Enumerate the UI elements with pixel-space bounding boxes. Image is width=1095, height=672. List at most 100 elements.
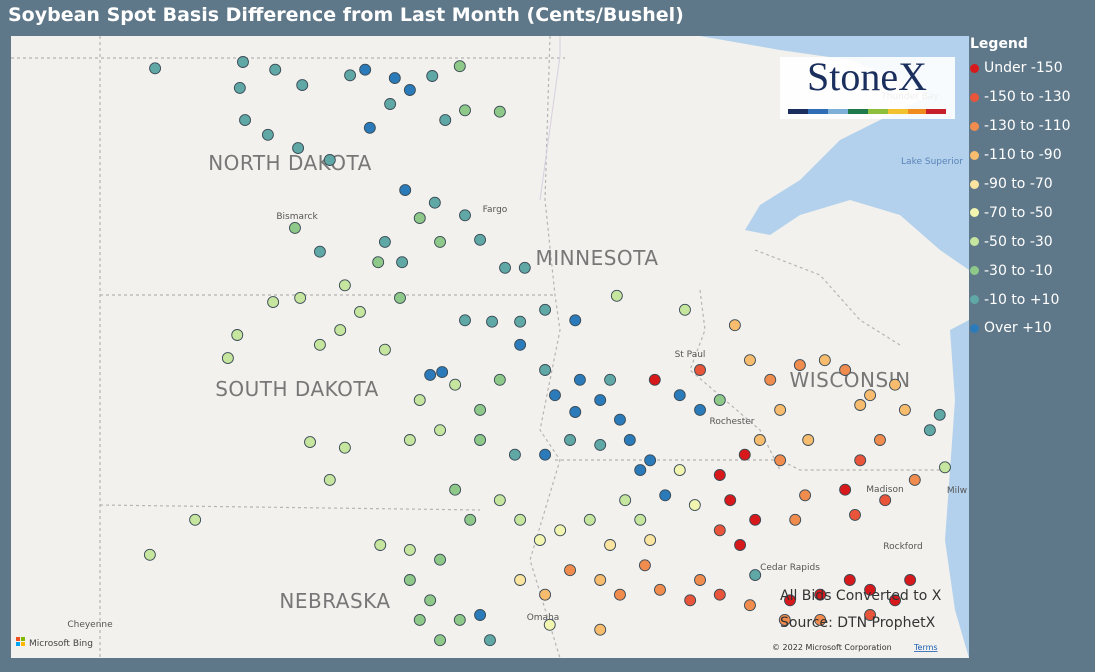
- bid-point: [939, 461, 951, 474]
- bid-point: [604, 539, 617, 551]
- legend-item[interactable]: -90 to -70: [970, 170, 1071, 199]
- bid-point: [338, 279, 351, 292]
- bid-point: [396, 256, 409, 269]
- bid-point: [549, 389, 561, 402]
- bid-point: [499, 261, 511, 274]
- city-label: Rochester: [710, 417, 755, 427]
- bid-point: [713, 588, 726, 601]
- bid-point: [818, 354, 831, 367]
- bid-point: [459, 104, 471, 117]
- bid-point: [374, 539, 387, 551]
- note: Source: DTN ProphetX: [780, 615, 936, 631]
- legend-item[interactable]: -110 to -90: [970, 141, 1071, 170]
- bid-point: [493, 105, 506, 118]
- bid-point: [619, 494, 632, 507]
- bid-point: [514, 315, 527, 328]
- bid-point: [354, 305, 366, 318]
- bid-point: [638, 559, 651, 572]
- bid-point: [424, 368, 437, 381]
- city-label: St Paul: [675, 350, 706, 360]
- state-label: SOUTH DAKOTA: [215, 377, 379, 401]
- bid-point: [323, 154, 336, 166]
- bid-point: [539, 448, 552, 461]
- bid-point: [459, 314, 471, 327]
- bid-point: [533, 534, 546, 547]
- bid-point: [237, 56, 249, 68]
- bid-point: [728, 319, 741, 332]
- bid-point: [854, 454, 867, 467]
- terms-link[interactable]: Terms: [913, 643, 938, 652]
- legend-swatch: [970, 150, 979, 160]
- bid-point: [426, 70, 439, 82]
- legend-item[interactable]: -150 to -130: [970, 83, 1071, 112]
- bid-point: [583, 513, 596, 526]
- bid-point: [486, 315, 498, 328]
- legend-item[interactable]: Under -150: [970, 54, 1071, 83]
- bid-point: [923, 424, 936, 437]
- legend-swatch: [970, 92, 979, 102]
- legend-label: -70 to -50: [984, 204, 1053, 221]
- bid-point: [753, 434, 766, 446]
- bid-point: [799, 489, 812, 502]
- bid-point: [749, 569, 762, 582]
- bid-point: [267, 296, 280, 309]
- bid-point: [453, 613, 466, 626]
- bid-point: [474, 403, 487, 416]
- legend-item[interactable]: -10 to +10: [970, 285, 1071, 314]
- bid-point: [713, 469, 726, 481]
- bid-point: [569, 314, 582, 327]
- bid-point: [604, 373, 617, 386]
- legend-label: -110 to -90: [984, 147, 1062, 164]
- bid-point: [539, 364, 552, 376]
- legend-label: -30 to -10: [984, 262, 1053, 279]
- bid-point: [292, 142, 305, 155]
- bid-point: [399, 184, 412, 197]
- bid-point: [904, 574, 917, 586]
- bid-point: [449, 483, 462, 496]
- bid-point: [843, 574, 856, 586]
- bid-point: [434, 424, 446, 437]
- legend: Legend Under -150 -150 to -130 -130 to -11…: [970, 36, 1071, 343]
- state-label: MINNESOTA: [536, 246, 659, 270]
- bid-point: [573, 373, 586, 386]
- bid-point: [539, 303, 552, 316]
- bid-point: [388, 72, 401, 85]
- bid-point: [518, 261, 531, 274]
- legend-item[interactable]: -70 to -50: [970, 198, 1071, 227]
- basemap: [11, 36, 969, 658]
- bid-point: [694, 364, 706, 376]
- bid-point: [514, 513, 527, 526]
- legend-label: -50 to -30: [984, 233, 1053, 250]
- bid-point: [839, 364, 852, 376]
- legend-label: Over +10: [984, 320, 1052, 337]
- bid-point: [344, 69, 357, 82]
- legend-swatch: [970, 295, 979, 305]
- copyright: © 2022 Microsoft Corporation: [772, 643, 892, 652]
- legend-item[interactable]: Over +10: [970, 314, 1071, 343]
- bid-point: [143, 548, 156, 561]
- bid-point: [378, 235, 391, 248]
- legend-item[interactable]: -30 to -10: [970, 256, 1071, 285]
- bid-point: [149, 62, 162, 75]
- city-label: Rockford: [883, 542, 922, 552]
- bid-point: [436, 366, 449, 379]
- bid-point: [802, 434, 815, 446]
- bid-point: [744, 354, 756, 367]
- bid-point: [474, 609, 487, 621]
- bid-point: [221, 352, 234, 365]
- bid-point: [564, 564, 576, 577]
- legend-swatch: [970, 266, 979, 276]
- bid-point: [296, 79, 309, 92]
- legend-swatch: [970, 63, 979, 73]
- bid-point: [749, 513, 762, 526]
- legend-item[interactable]: -130 to -110: [970, 112, 1071, 141]
- bid-point: [239, 114, 251, 127]
- legend-item[interactable]: -50 to -30: [970, 227, 1071, 256]
- bid-point: [694, 403, 706, 416]
- bid-point: [634, 513, 647, 526]
- logo-box: [780, 57, 955, 119]
- bid-point: [378, 343, 391, 356]
- bid-point: [839, 483, 852, 496]
- bid-point: [673, 389, 686, 402]
